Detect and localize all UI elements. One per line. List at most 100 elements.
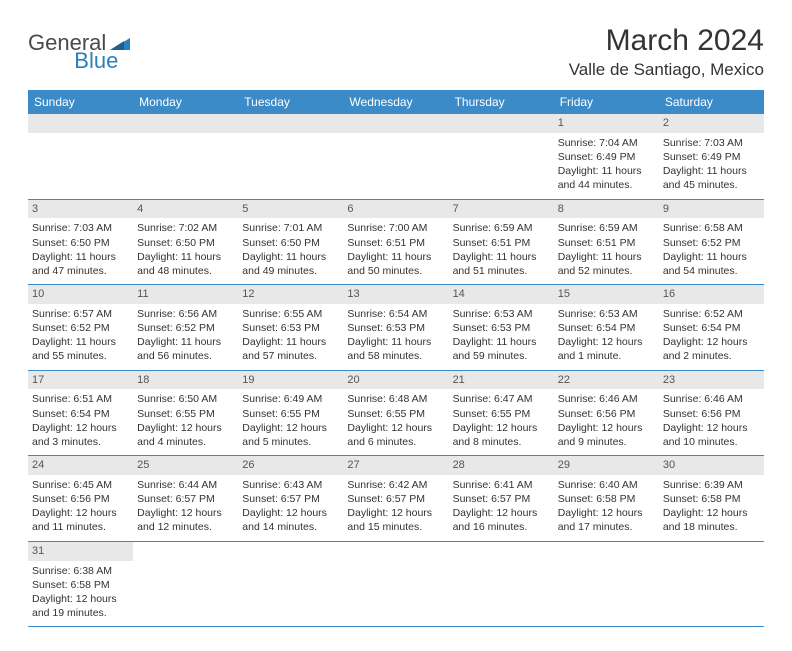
- day-cell: 21Sunrise: 6:47 AMSunset: 6:55 PMDayligh…: [449, 371, 554, 456]
- sunrise-line: Sunrise: 6:48 AM: [347, 392, 444, 406]
- day-cell: 13Sunrise: 6:54 AMSunset: 6:53 PMDayligh…: [343, 285, 448, 370]
- day-number: 17: [28, 371, 133, 390]
- day-number: 11: [133, 285, 238, 304]
- daylight-line: and 15 minutes.: [347, 520, 444, 534]
- day-number: 10: [28, 285, 133, 304]
- daylight-line: and 47 minutes.: [32, 264, 129, 278]
- daylight-line: and 48 minutes.: [137, 264, 234, 278]
- day-number: 4: [133, 200, 238, 219]
- empty-day-bar: [449, 114, 554, 133]
- week-row: 10Sunrise: 6:57 AMSunset: 6:52 PMDayligh…: [28, 285, 764, 371]
- daylight-line: Daylight: 12 hours: [453, 421, 550, 435]
- daylight-line: and 1 minute.: [558, 349, 655, 363]
- daylight-line: and 49 minutes.: [242, 264, 339, 278]
- sunset-line: Sunset: 6:54 PM: [558, 321, 655, 335]
- sunrise-line: Sunrise: 6:54 AM: [347, 307, 444, 321]
- daylight-line: and 11 minutes.: [32, 520, 129, 534]
- daylight-line: Daylight: 12 hours: [558, 506, 655, 520]
- sunset-line: Sunset: 6:57 PM: [242, 492, 339, 506]
- sunset-line: Sunset: 6:51 PM: [347, 236, 444, 250]
- sunset-line: Sunset: 6:57 PM: [137, 492, 234, 506]
- daylight-line: Daylight: 11 hours: [137, 250, 234, 264]
- sunrise-line: Sunrise: 6:50 AM: [137, 392, 234, 406]
- empty-day-bar: [343, 114, 448, 133]
- daylight-line: Daylight: 11 hours: [242, 335, 339, 349]
- day-cell: 12Sunrise: 6:55 AMSunset: 6:53 PMDayligh…: [238, 285, 343, 370]
- daylight-line: and 59 minutes.: [453, 349, 550, 363]
- empty-day-cell: [133, 542, 238, 627]
- sunset-line: Sunset: 6:50 PM: [137, 236, 234, 250]
- daylight-line: and 12 minutes.: [137, 520, 234, 534]
- daylight-line: Daylight: 12 hours: [453, 506, 550, 520]
- sunrise-line: Sunrise: 6:57 AM: [32, 307, 129, 321]
- day-number: 26: [238, 456, 343, 475]
- day-cell: 11Sunrise: 6:56 AMSunset: 6:52 PMDayligh…: [133, 285, 238, 370]
- sunrise-line: Sunrise: 6:55 AM: [242, 307, 339, 321]
- day-cell: 19Sunrise: 6:49 AMSunset: 6:55 PMDayligh…: [238, 371, 343, 456]
- day-number: 24: [28, 456, 133, 475]
- day-number: 15: [554, 285, 659, 304]
- day-number: 6: [343, 200, 448, 219]
- day-cell: 4Sunrise: 7:02 AMSunset: 6:50 PMDaylight…: [133, 200, 238, 285]
- daylight-line: and 4 minutes.: [137, 435, 234, 449]
- daylight-line: and 2 minutes.: [663, 349, 760, 363]
- calendar-grid: Sunday Monday Tuesday Wednesday Thursday…: [28, 90, 764, 627]
- daylight-line: Daylight: 12 hours: [242, 421, 339, 435]
- daylight-line: and 56 minutes.: [137, 349, 234, 363]
- sunset-line: Sunset: 6:57 PM: [453, 492, 550, 506]
- dow-tuesday: Tuesday: [238, 90, 343, 114]
- sunset-line: Sunset: 6:53 PM: [453, 321, 550, 335]
- daylight-line: Daylight: 11 hours: [663, 164, 760, 178]
- daylight-line: and 14 minutes.: [242, 520, 339, 534]
- day-cell: 29Sunrise: 6:40 AMSunset: 6:58 PMDayligh…: [554, 456, 659, 541]
- day-cell: 31Sunrise: 6:38 AMSunset: 6:58 PMDayligh…: [28, 542, 133, 627]
- dow-friday: Friday: [554, 90, 659, 114]
- sunrise-line: Sunrise: 6:38 AM: [32, 564, 129, 578]
- day-cell: 30Sunrise: 6:39 AMSunset: 6:58 PMDayligh…: [659, 456, 764, 541]
- sunset-line: Sunset: 6:56 PM: [663, 407, 760, 421]
- daylight-line: Daylight: 12 hours: [137, 421, 234, 435]
- daylight-line: Daylight: 12 hours: [137, 506, 234, 520]
- daylight-line: and 55 minutes.: [32, 349, 129, 363]
- daylight-line: and 52 minutes.: [558, 264, 655, 278]
- empty-day-cell: [449, 114, 554, 199]
- sunrise-line: Sunrise: 6:58 AM: [663, 221, 760, 235]
- day-number: 2: [659, 114, 764, 133]
- page-title: March 2024: [569, 24, 764, 58]
- logo: General Blue: [28, 24, 176, 56]
- day-number: 1: [554, 114, 659, 133]
- day-cell: 15 Sunrise: 6:53 AMSunset: 6:54 PMDayligh…: [554, 285, 659, 370]
- day-number: 5: [238, 200, 343, 219]
- sunrise-line: Sunrise: 6:46 AM: [663, 392, 760, 406]
- day-cell: 24Sunrise: 6:45 AMSunset: 6:56 PMDayligh…: [28, 456, 133, 541]
- day-number: 8: [554, 200, 659, 219]
- sunrise-line: Sunrise: 6:53 AM: [558, 307, 655, 321]
- day-number: 16: [659, 285, 764, 304]
- daylight-line: Daylight: 11 hours: [558, 250, 655, 264]
- week-row: 1Sunrise: 7:04 AMSunset: 6:49 PMDaylight…: [28, 114, 764, 200]
- empty-day-cell: [659, 542, 764, 627]
- sunset-line: Sunset: 6:53 PM: [347, 321, 444, 335]
- empty-day-cell: [28, 114, 133, 199]
- daylight-line: and 8 minutes.: [453, 435, 550, 449]
- daylight-line: Daylight: 11 hours: [137, 335, 234, 349]
- daylight-line: Daylight: 12 hours: [32, 592, 129, 606]
- logo-text-blue: Blue: [74, 48, 118, 74]
- daylight-line: Daylight: 12 hours: [242, 506, 339, 520]
- day-cell: 18Sunrise: 6:50 AMSunset: 6:55 PMDayligh…: [133, 371, 238, 456]
- day-number: 7: [449, 200, 554, 219]
- sunrise-line: Sunrise: 6:42 AM: [347, 478, 444, 492]
- sunrise-line: Sunrise: 6:46 AM: [558, 392, 655, 406]
- daylight-line: and 54 minutes.: [663, 264, 760, 278]
- daylight-line: Daylight: 11 hours: [558, 164, 655, 178]
- sunset-line: Sunset: 6:49 PM: [663, 150, 760, 164]
- daylight-line: Daylight: 11 hours: [453, 250, 550, 264]
- sunset-line: Sunset: 6:51 PM: [558, 236, 655, 250]
- daylight-line: and 44 minutes.: [558, 178, 655, 192]
- sunset-line: Sunset: 6:55 PM: [347, 407, 444, 421]
- daylight-line: and 3 minutes.: [32, 435, 129, 449]
- daylight-line: Daylight: 12 hours: [558, 335, 655, 349]
- daylight-line: Daylight: 11 hours: [32, 335, 129, 349]
- sunset-line: Sunset: 6:58 PM: [558, 492, 655, 506]
- empty-day-cell: [343, 542, 448, 627]
